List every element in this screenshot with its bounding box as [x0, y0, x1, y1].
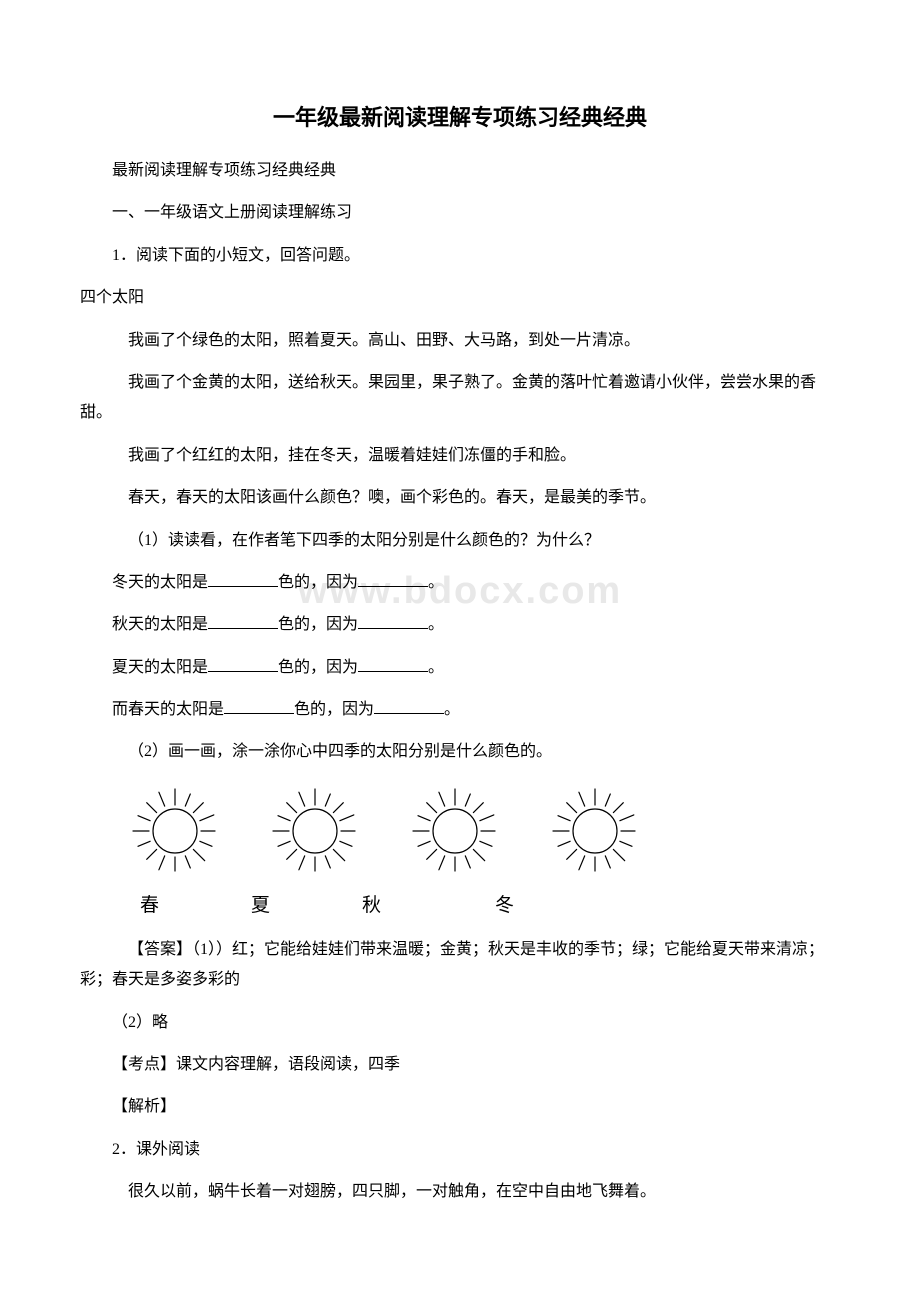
jiexi: 【解析】: [80, 1092, 840, 1122]
winter-text-a: 冬天的太阳是: [112, 574, 208, 591]
q2-paragraph-1: 很久以前，蜗牛长着一对翅膀，四只脚，一对触角，在空中自由地飞舞着。: [80, 1177, 840, 1207]
sun-icon: [120, 786, 230, 876]
question-1: 1．阅读下面的小短文，回答问题。: [80, 241, 840, 271]
autumn-text-a: 秋天的太阳是: [112, 616, 208, 633]
spring-text-a: 而春天的太阳是: [112, 701, 224, 718]
winter-text-c: 。: [428, 574, 444, 591]
season-label: 秋: [362, 890, 381, 917]
summer-text-a: 夏天的太阳是: [112, 659, 208, 676]
summer-text-b: 色的，因为: [278, 659, 358, 676]
sub-question-1: （1）读读看，在作者笔下四季的太阳分别是什么颜色的？为什么？: [80, 526, 840, 556]
story-title: 四个太阳: [80, 283, 840, 313]
fill-winter: 冬天的太阳是 色的，因为 。: [80, 568, 840, 598]
sun-icon: [260, 786, 370, 876]
blank-summer-1[interactable]: [208, 654, 278, 672]
sun-icon: [400, 786, 510, 876]
blank-autumn-1[interactable]: [208, 612, 278, 630]
section-heading: 一、一年级语文上册阅读理解练习: [80, 198, 840, 228]
kaodian: 【考点】课文内容理解，语段阅读，四季: [80, 1050, 840, 1080]
sub-question-2: （2）画一画，涂一涂你心中四季的太阳分别是什么颜色的。: [80, 737, 840, 767]
fill-spring: 而春天的太阳是 色的，因为 。: [80, 695, 840, 725]
fill-summer: 夏天的太阳是 色的，因为 。: [80, 653, 840, 683]
autumn-text-b: 色的，因为: [278, 616, 358, 633]
blank-spring-2[interactable]: [374, 696, 444, 714]
paragraph-2: 我画了个金黄的太阳，送给秋天。果园里，果子熟了。金黄的落叶忙着邀请小伙伴，尝尝水…: [80, 368, 840, 429]
blank-winter-2[interactable]: [358, 569, 428, 587]
sun-icon: [540, 786, 650, 876]
season-label: 春: [140, 890, 159, 917]
blank-summer-2[interactable]: [358, 654, 428, 672]
paragraph-1: 我画了个绿色的太阳，照着夏天。高山、田野、大马路，到处一片清凉。: [80, 326, 840, 356]
question-2: 2．课外阅读: [80, 1135, 840, 1165]
autumn-text-c: 。: [428, 616, 444, 633]
spring-text-c: 。: [444, 701, 460, 718]
blank-spring-1[interactable]: [224, 696, 294, 714]
winter-text-b: 色的，因为: [278, 574, 358, 591]
spring-text-b: 色的，因为: [294, 701, 374, 718]
paragraph-4: 春天，春天的太阳该画什么颜色？噢，画个彩色的。春天，是最美的季节。: [80, 483, 840, 513]
answer-2: （2）略: [80, 1008, 840, 1038]
blank-autumn-2[interactable]: [358, 612, 428, 630]
sun-icons-row: [120, 786, 840, 876]
seasons-row: 春夏秋冬: [140, 890, 840, 917]
summer-text-c: 。: [428, 659, 444, 676]
fill-autumn: 秋天的太阳是 色的，因为 。: [80, 610, 840, 640]
season-label: 夏: [251, 890, 270, 917]
season-label: 冬: [495, 890, 514, 917]
blank-winter-1[interactable]: [208, 569, 278, 587]
document-title: 一年级最新阅读理解专项练习经典经典: [80, 100, 840, 132]
answer-text: 【答案】（1））红；它能给娃娃们带来温暖；金黄；秋天是丰收的季节；绿；它能给夏天…: [80, 935, 840, 996]
paragraph-3: 我画了个红红的太阳，挂在冬天，温暖着娃娃们冻僵的手和脸。: [80, 441, 840, 471]
subtitle: 最新阅读理解专项练习经典经典: [80, 156, 840, 186]
